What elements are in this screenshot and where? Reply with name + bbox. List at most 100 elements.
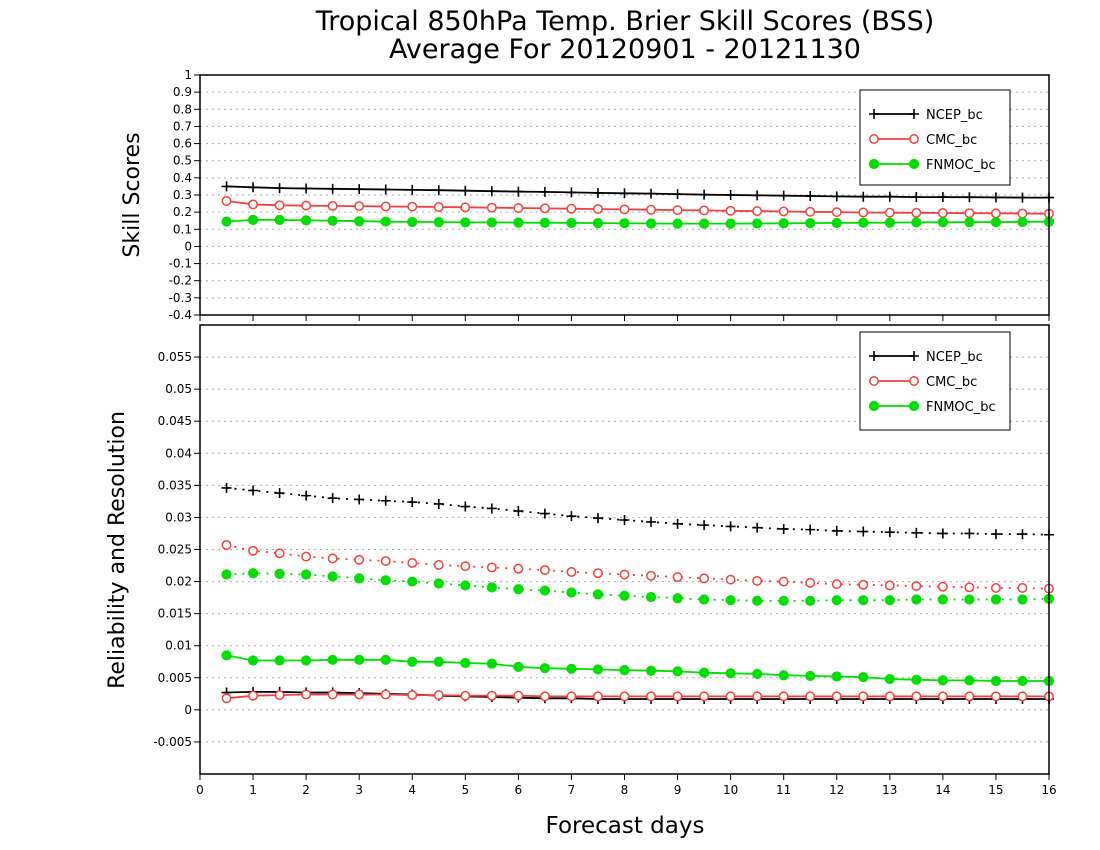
data-point-FNMOC_bc bbox=[884, 217, 895, 228]
y-tick-label: 0.9 bbox=[173, 85, 192, 99]
data-point-NCEP_bc bbox=[778, 190, 789, 201]
data-point-FNMOC_bc bbox=[831, 595, 842, 606]
x-tick-label: 4 bbox=[408, 783, 416, 797]
data-point-NCEP_bc bbox=[778, 523, 789, 534]
data-point-CMC_bc bbox=[619, 569, 630, 580]
data-point-CMC_bc bbox=[964, 208, 975, 219]
data-point-CMC_bc bbox=[672, 691, 683, 702]
data-point-FNMOC_bc bbox=[698, 594, 710, 605]
y-tick-label: 0.01 bbox=[165, 639, 192, 653]
x-tick-label: 15 bbox=[988, 783, 1003, 797]
data-point-CMC_bc bbox=[805, 691, 816, 702]
data-point-FNMOC_bc bbox=[274, 214, 285, 225]
series-line-FNMOC_bc-solid bbox=[226, 654, 1049, 682]
data-point-CMC_bc bbox=[433, 690, 444, 701]
data-point-NCEP_bc bbox=[752, 522, 763, 533]
data-point-FNMOC_bc bbox=[433, 578, 444, 589]
data-point-NCEP_bc bbox=[539, 186, 550, 197]
data-point-FNMOC_bc bbox=[805, 595, 816, 606]
y-tick-label: 0.6 bbox=[173, 137, 192, 151]
data-point-CMC_bc bbox=[566, 203, 577, 214]
data-point-NCEP_bc bbox=[354, 494, 365, 505]
data-point-FNMOC_bc bbox=[964, 594, 975, 605]
data-point-FNMOC_bc bbox=[380, 654, 391, 665]
data-point-CMC_bc bbox=[407, 558, 418, 568]
data-point-NCEP_bc bbox=[752, 190, 763, 201]
x-tick-label: 13 bbox=[882, 783, 897, 797]
data-point-CMC_bc bbox=[831, 579, 842, 590]
data-point-CMC_bc bbox=[937, 208, 948, 218]
x-tick-label: 5 bbox=[461, 783, 469, 797]
data-point-NCEP_bc bbox=[646, 188, 657, 199]
data-point-CMC_bc bbox=[937, 691, 948, 702]
x-tick-label: 9 bbox=[674, 783, 682, 797]
legend-marker-CMC_bc bbox=[909, 134, 919, 144]
data-point-NCEP_bc bbox=[858, 191, 869, 202]
data-point-FNMOC_bc bbox=[513, 661, 524, 672]
data-point-FNMOC_bc bbox=[354, 573, 365, 584]
data-point-FNMOC_bc bbox=[301, 655, 312, 666]
data-point-CMC_bc bbox=[301, 689, 312, 700]
data-point-FNMOC_bc bbox=[778, 595, 789, 606]
data-point-FNMOC_bc bbox=[645, 591, 657, 603]
y-tick-label: 0.7 bbox=[173, 119, 192, 133]
data-point-FNMOC_bc bbox=[990, 594, 1002, 605]
legend-marker-CMC_bc bbox=[869, 134, 879, 144]
x-axis-label: Forecast days bbox=[546, 813, 705, 839]
y-tick-label: -0.1 bbox=[169, 257, 192, 271]
data-point-FNMOC_bc bbox=[486, 658, 497, 669]
data-point-CMC_bc bbox=[990, 208, 1001, 219]
data-point-FNMOC_bc bbox=[221, 650, 232, 661]
data-point-FNMOC_bc bbox=[990, 216, 1002, 228]
y-tick-label: 0.015 bbox=[158, 607, 192, 621]
data-point-FNMOC_bc bbox=[645, 665, 657, 676]
data-point-NCEP_bc bbox=[672, 518, 683, 529]
data-point-FNMOC_bc bbox=[327, 654, 338, 665]
data-point-FNMOC_bc bbox=[301, 569, 312, 580]
series-line-FNMOC_bc-dotted bbox=[226, 572, 1050, 602]
data-point-FNMOC_bc bbox=[539, 217, 551, 228]
data-point-FNMOC_bc bbox=[672, 666, 683, 677]
data-point-FNMOC_bc bbox=[539, 585, 551, 596]
x-tick-label: 3 bbox=[355, 783, 363, 797]
data-point-FNMOC_bc bbox=[274, 655, 285, 666]
data-point-NCEP_bc bbox=[805, 191, 816, 202]
data-point-FNMOC_bc bbox=[247, 568, 259, 579]
data-point-NCEP_bc bbox=[646, 516, 657, 527]
x-tick-label: 10 bbox=[723, 783, 738, 797]
data-point-NCEP_bc bbox=[221, 181, 232, 192]
data-point-NCEP_bc bbox=[1017, 529, 1028, 540]
data-point-CMC_bc bbox=[752, 575, 763, 586]
data-point-FNMOC_bc bbox=[460, 217, 471, 228]
data-point-CMC_bc bbox=[778, 691, 789, 702]
data-point-FNMOC_bc bbox=[937, 217, 948, 228]
data-point-FNMOC_bc bbox=[619, 664, 630, 676]
data-point-FNMOC_bc bbox=[407, 216, 418, 228]
y-tick-label: 0.04 bbox=[165, 446, 192, 460]
data-point-CMC_bc bbox=[884, 207, 895, 218]
series-line-NCEP_bc-dotted bbox=[226, 487, 1050, 536]
data-point-CMC_bc bbox=[699, 691, 710, 702]
data-point-CMC_bc bbox=[752, 691, 763, 702]
x-tick-label: 12 bbox=[829, 783, 844, 797]
data-point-CMC_bc bbox=[937, 581, 948, 592]
data-point-FNMOC_bc bbox=[725, 668, 736, 679]
data-point-FNMOC_bc bbox=[990, 675, 1002, 687]
data-point-CMC_bc bbox=[221, 693, 232, 704]
data-point-FNMOC_bc bbox=[911, 217, 922, 228]
data-point-CMC_bc bbox=[380, 556, 391, 566]
data-point-CMC_bc bbox=[619, 204, 630, 215]
legend-label-CMC_bc: CMC_bc bbox=[926, 133, 977, 148]
legend-marker-NCEP_bc bbox=[869, 351, 879, 361]
data-point-CMC_bc bbox=[433, 559, 444, 570]
data-point-CMC_bc bbox=[911, 581, 922, 592]
data-point-FNMOC_bc bbox=[513, 217, 524, 228]
data-point-FNMOC_bc bbox=[433, 656, 444, 667]
legend-box bbox=[859, 89, 1011, 186]
data-point-FNMOC_bc bbox=[566, 663, 577, 674]
data-point-FNMOC_bc bbox=[937, 675, 948, 686]
data-point-CMC_bc bbox=[964, 582, 975, 593]
y-tick-label: 0 bbox=[184, 703, 192, 717]
data-point-NCEP_bc bbox=[884, 527, 895, 538]
data-point-FNMOC_bc bbox=[964, 675, 975, 686]
